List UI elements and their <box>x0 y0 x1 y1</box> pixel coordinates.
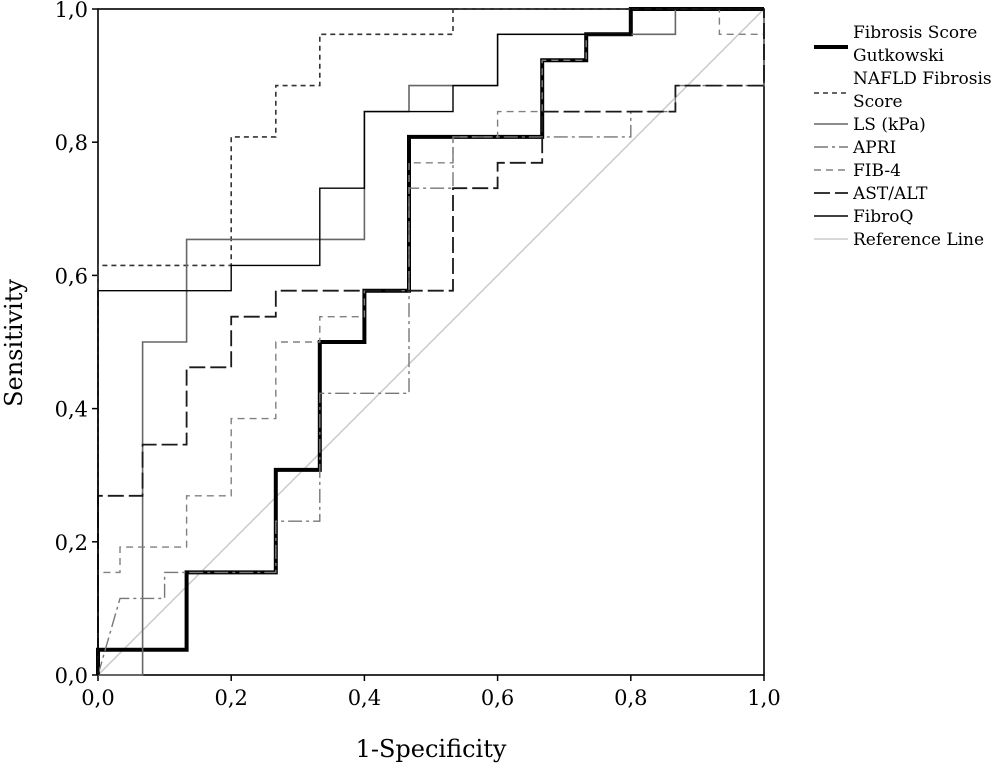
x-tick-label: 1,0 <box>747 686 780 710</box>
legend-label: Reference Line <box>853 230 984 250</box>
series-line-ast-alt <box>97 9 765 675</box>
legend-label: Fibrosis Score <box>853 23 977 43</box>
x-tick-label: 0,6 <box>481 686 514 710</box>
x-tick-label: 0,2 <box>214 686 247 710</box>
legend-label: LS (kPa) <box>853 115 926 135</box>
legend-label: FIB-4 <box>853 161 901 181</box>
legend-label: Gutkowski <box>853 46 944 66</box>
legend-label: NAFLD Fibrosis <box>853 69 992 89</box>
y-tick-label: 0,2 <box>55 531 88 555</box>
y-tick-label: 0,6 <box>55 264 88 288</box>
y-tick-label: 0,4 <box>55 398 88 422</box>
y-tick-label: 0,0 <box>55 664 88 688</box>
series-line-reference-line <box>97 8 765 676</box>
legend-label: FibroQ <box>853 207 913 227</box>
x-tick-label: 0,4 <box>348 686 381 710</box>
ticks: 0,00,0 0,2 0,2 0,4 0,4 0,6 0,6 0,8 0,8 1,0 1,0 <box>55 0 781 710</box>
series-group <box>96 7 765 676</box>
legend-label: APRI <box>852 138 896 158</box>
y-axis-title: Sensitivity <box>0 279 28 407</box>
series-line-fibroq <box>97 8 764 675</box>
legend-label: AST/ALT <box>852 184 928 204</box>
x-tick-label: 0,0 <box>81 686 114 710</box>
y-tick-label: 1,0 <box>55 0 88 22</box>
x-axis-title: 1-Specificity <box>356 735 507 763</box>
x-tick-label: 0,8 <box>614 686 647 710</box>
legend-label: Score <box>853 92 903 112</box>
legend: Fibrosis Score Gutkowski NAFLD Fibrosis Sco… <box>814 23 992 250</box>
y-tick-label: 0,8 <box>55 131 88 155</box>
